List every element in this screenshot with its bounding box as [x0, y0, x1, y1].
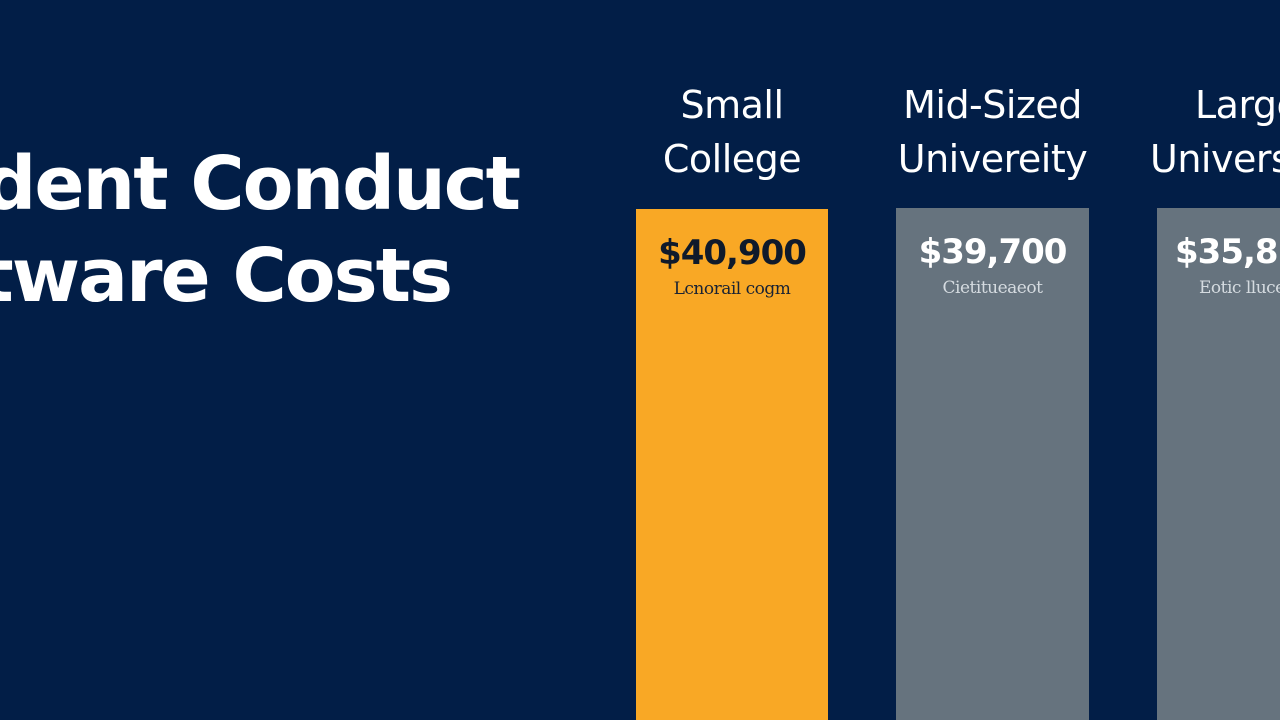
category-label-mid-sized-university: Mid-Sized Univereity	[870, 78, 1115, 186]
bar-large-university: $35,8 Eotic lluce	[1157, 208, 1280, 720]
bar-sub-label: Eotic lluce	[1199, 278, 1280, 298]
category-label-small-college: Small College	[636, 78, 828, 186]
chart-title-line2: Software Costs	[0, 233, 453, 319]
bar-value-label: $39,700	[918, 232, 1068, 272]
category-label-line2: College	[662, 137, 802, 181]
category-label-line2: Univereity	[897, 137, 1088, 181]
bar-small-college: $40,900 Lcnorail cogm	[636, 209, 828, 720]
chart-title: Student Conduct Software Costs	[0, 138, 521, 322]
category-label-line1: Small	[680, 83, 784, 127]
bar-sub-label: Cietitueaeot	[942, 278, 1043, 298]
category-label-line2: University	[1150, 137, 1280, 181]
category-label-large-university: Large University	[1150, 78, 1280, 186]
bar-mid-sized-university: $39,700 Cietitueaeot	[896, 208, 1089, 720]
category-label-line1: Large	[1195, 83, 1280, 127]
category-label-line1: Mid-Sized	[903, 83, 1082, 127]
bar-value-label: $40,900	[658, 233, 807, 273]
chart-title-line1: Student Conduct	[0, 141, 521, 227]
bar-sub-label: Lcnorail cogm	[673, 279, 791, 299]
bar-value-label: $35,8	[1175, 232, 1279, 272]
